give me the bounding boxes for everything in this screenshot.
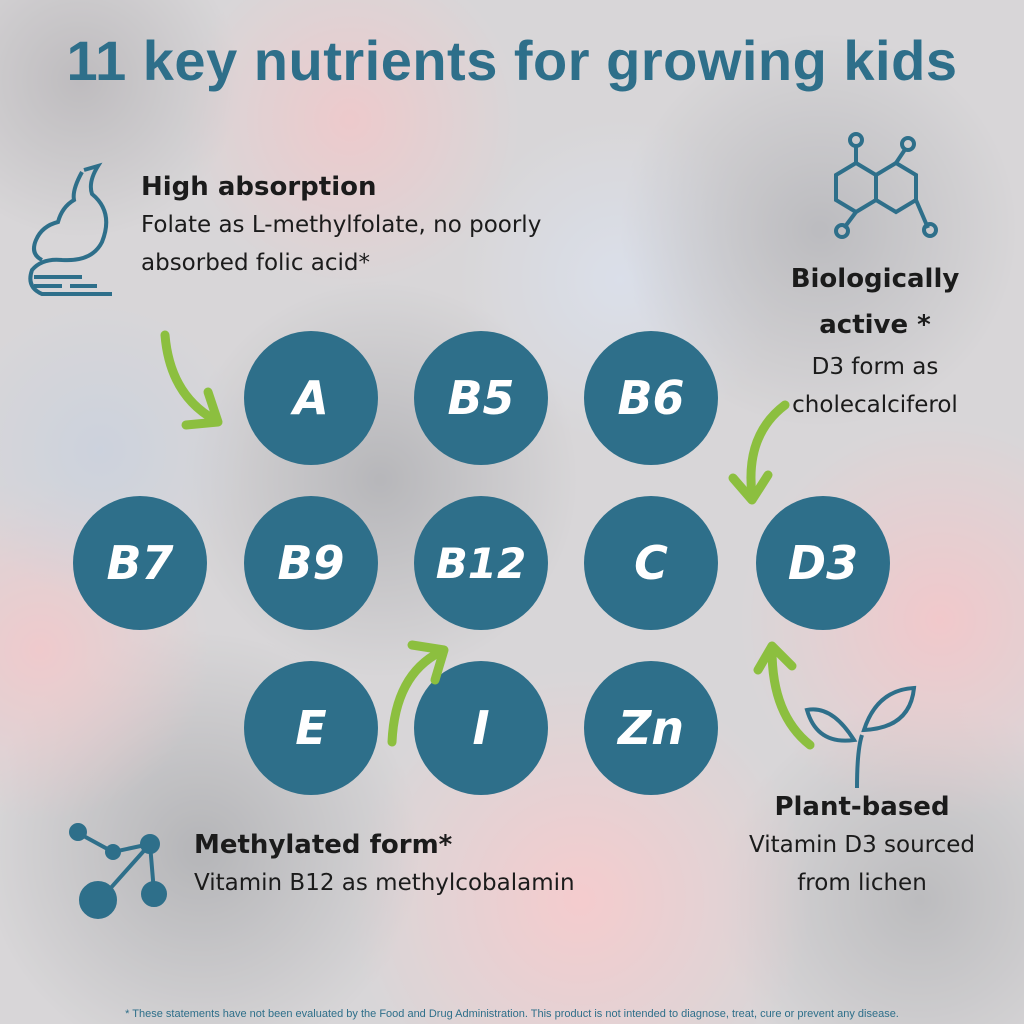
feature-absorption: High absorption Folate as L-methylfolate… [141, 172, 541, 282]
feature-text: Vitamin B12 as methylcobalamin [194, 870, 575, 896]
feature-text: Vitamin D3 sourced [748, 832, 976, 858]
stomach-icon [28, 162, 112, 296]
nutrient-zn: Zn [584, 661, 718, 795]
feature-text: from lichen [797, 870, 927, 896]
page-title: 11 key nutrients for growing kids [66, 29, 958, 92]
nutrient-a: A [244, 331, 378, 465]
arrow-icon [767, 645, 815, 750]
feature-text: D3 form as [811, 354, 939, 380]
feature-active: Biologically active * D3 form as cholecalc… [740, 256, 1010, 424]
nutrient-b9: B9 [244, 496, 378, 630]
feature-heading: Plant-based [774, 792, 950, 822]
nutrient-b12: B12 [414, 496, 548, 630]
feature-heading: High absorption [141, 172, 377, 202]
nutrient-b7: B7 [73, 496, 207, 630]
disclaimer: * These statements have not been evaluat… [125, 1008, 899, 1020]
feature-heading: Methylated form* [194, 830, 453, 860]
arrow-icon [746, 400, 790, 500]
molecule-icon [834, 132, 938, 239]
feature-text: cholecalciferol [792, 392, 958, 418]
feature-heading: Biologically [790, 264, 960, 294]
arrow-icon [160, 330, 220, 425]
arrow-icon [387, 647, 445, 747]
nutrient-b6: B6 [584, 331, 718, 465]
sprout-icon [804, 685, 917, 789]
feature-heading: active * [819, 310, 931, 340]
nutrient-c: C [584, 496, 718, 630]
feature-methylated: Methylated form* Vitamin B12 as methylco… [194, 830, 575, 902]
nutrient-b5: B5 [414, 331, 548, 465]
feature-plant: Plant-based Vitamin D3 sourced from liche… [712, 792, 1012, 902]
molecule-nodes-icon [69, 823, 167, 919]
nutrient-d3: D3 [756, 496, 890, 630]
feature-text: Folate as L-methylfolate, no poorly [141, 212, 542, 238]
nutrient-e: E [244, 661, 378, 795]
feature-text: absorbed folic acid* [141, 250, 371, 276]
